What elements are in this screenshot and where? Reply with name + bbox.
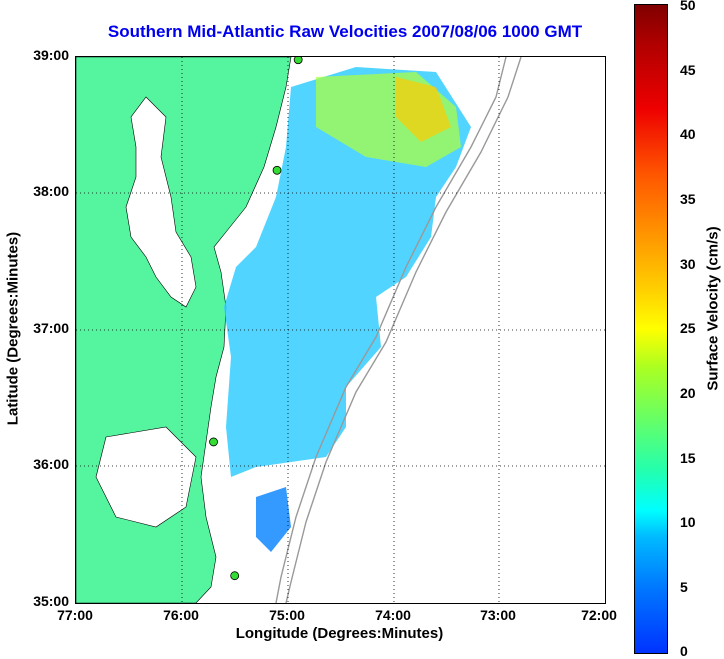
station-markers: [209, 57, 303, 581]
station-marker: [209, 437, 218, 447]
colorbar-tick: 0: [680, 643, 688, 659]
map-area: [75, 56, 606, 604]
y-tick: 35:00: [33, 593, 69, 609]
colorbar-tick: 25: [680, 320, 696, 336]
x-tick: 73:00: [480, 607, 516, 623]
station-marker: [272, 165, 282, 175]
colorbar-tick: 35: [680, 191, 696, 207]
colorbar-tick: 30: [680, 256, 696, 272]
colorbar-tick: 5: [680, 579, 688, 595]
colorbar-label: Surface Velocity (cm/s): [704, 226, 722, 391]
x-tick: 77:00: [57, 607, 93, 623]
map-title: Southern Mid-Atlantic Raw Velocities 200…: [107, 22, 583, 41]
station-marker: [293, 57, 303, 65]
velocity-south: [256, 487, 291, 552]
x-tick: 72:00: [581, 607, 617, 623]
colorbar-tick: 45: [680, 62, 696, 78]
colorbar-tick: 15: [680, 450, 696, 466]
colorbar-tick: 40: [680, 126, 696, 142]
sound: [95, 426, 197, 528]
x-tick: 76:00: [163, 607, 199, 623]
y-tick: 38:00: [33, 183, 69, 199]
colorbar-tick: 50: [680, 0, 696, 13]
y-tick: 37:00: [33, 320, 69, 336]
velocity-field: [224, 67, 471, 477]
map-svg: [76, 57, 605, 603]
y-tick: 39:00: [33, 47, 69, 63]
bathymetry-contour: [285, 57, 522, 603]
velocity-peak: [396, 77, 451, 142]
colorbar-tick: 10: [680, 514, 696, 530]
colorbar-tick: 20: [680, 385, 696, 401]
y-tick: 36:00: [33, 456, 69, 472]
x-tick: 75:00: [269, 607, 305, 623]
grid-lines: [76, 57, 605, 603]
station-marker: [230, 571, 240, 581]
chesapeake-bay: [125, 96, 197, 308]
colorbar: [634, 4, 668, 654]
x-tick: 74:00: [375, 607, 411, 623]
y-axis-label: Latitude (Degrees:Minutes): [4, 231, 22, 426]
x-axis-label: Longitude (Degrees:Minutes): [235, 625, 444, 642]
bathymetry-contour: [275, 57, 507, 603]
